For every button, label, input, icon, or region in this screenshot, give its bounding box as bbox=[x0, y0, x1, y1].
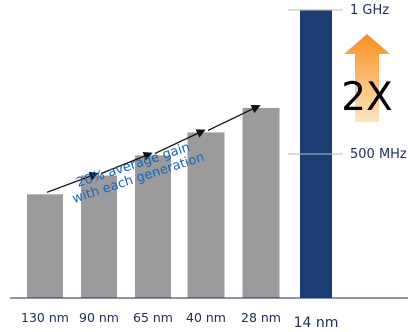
up-arrow-icon bbox=[344, 34, 390, 122]
trend-arrow bbox=[154, 129, 206, 155]
x-tick-label: 28 nm bbox=[241, 310, 281, 325]
bar-90nm bbox=[81, 175, 117, 298]
x-tick-label: 14 nm bbox=[294, 315, 339, 331]
y-ticks-layer: 500 MHz 1 GHz bbox=[288, 3, 407, 162]
y-tick-label: 1 GHz bbox=[350, 3, 389, 18]
bar-130nm bbox=[27, 194, 63, 298]
x-tick-label: 90 nm bbox=[79, 310, 119, 325]
bar-65nm bbox=[135, 155, 171, 298]
multiplier-label: 2X bbox=[341, 75, 393, 120]
trend-arrow bbox=[100, 151, 153, 175]
trend-arrow bbox=[207, 104, 261, 131]
y-tick-label: 500 MHz bbox=[350, 147, 407, 162]
x-tick-label: 130 nm bbox=[21, 310, 69, 325]
bar-40nm bbox=[187, 132, 225, 298]
trend-layer bbox=[46, 104, 261, 193]
bar-28nm bbox=[242, 107, 280, 298]
x-tick-label: 65 nm bbox=[133, 310, 173, 325]
x-tick-label: 40 nm bbox=[186, 310, 226, 325]
trend-arrow bbox=[46, 171, 99, 193]
x-labels-layer: 130 nm 90 nm 65 nm 40 nm 28 nm 14 nm bbox=[21, 310, 338, 331]
